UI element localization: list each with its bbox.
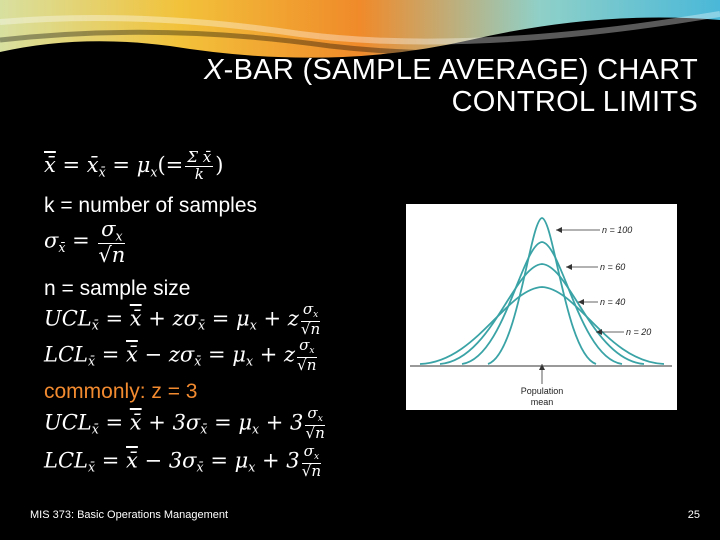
lcl-formula: LCLx̄ = x̄ − zσx̄ = μx + z σx √n <box>44 336 317 374</box>
commonly-z-note: commonly: z = 3 <box>44 380 198 403</box>
ucl-formula: UCLx̄ = x̄ + zσx̄ = μx + z σx √n <box>44 300 321 338</box>
page-number: 25 <box>687 509 700 521</box>
curve-n60 <box>461 241 623 365</box>
slide-title: X-BAR (SAMPLE AVERAGE) CHART CONTROL LIM… <box>58 54 698 118</box>
sigma-xbar-formula: σx̄ = σx √n <box>44 217 126 267</box>
curve-n20 <box>419 286 665 365</box>
lcl-z3-formula: LCLx̄ = x̄ − 3σx̄ = μx + 3 σx √n <box>44 442 322 480</box>
label-n60: n = 60 <box>600 262 625 272</box>
title-line-1: -BAR (SAMPLE AVERAGE) CHART <box>223 54 698 86</box>
ucl-z3-formula: UCLx̄ = x̄ + 3σx̄ = μx + 3 σx √n <box>44 404 325 442</box>
label-mean: mean <box>531 397 554 407</box>
curve-n40 <box>439 263 645 365</box>
label-population: Population <box>521 386 564 396</box>
sampling-distribution-figure: n = 100 n = 60 n = 40 n = 20 Population … <box>406 204 677 410</box>
title-italic-x: X <box>203 54 224 86</box>
label-n40: n = 40 <box>600 297 625 307</box>
curve-n100 <box>487 217 597 365</box>
decorative-banner <box>0 0 720 58</box>
grand-mean-formula: x̄ = x̄x̄ = μx(= Σ x̄ k) <box>44 148 224 183</box>
k-definition: k = number of samples <box>44 194 258 217</box>
footer-course: MIS 373: Basic Operations Management <box>30 509 229 521</box>
title-line-2: CONTROL LIMITS <box>451 86 698 118</box>
distribution-curves: n = 100 n = 60 n = 40 n = 20 Population … <box>410 217 672 407</box>
label-n20: n = 20 <box>626 327 651 337</box>
n-definition: n = sample size <box>44 277 191 300</box>
label-n100: n = 100 <box>602 225 632 235</box>
